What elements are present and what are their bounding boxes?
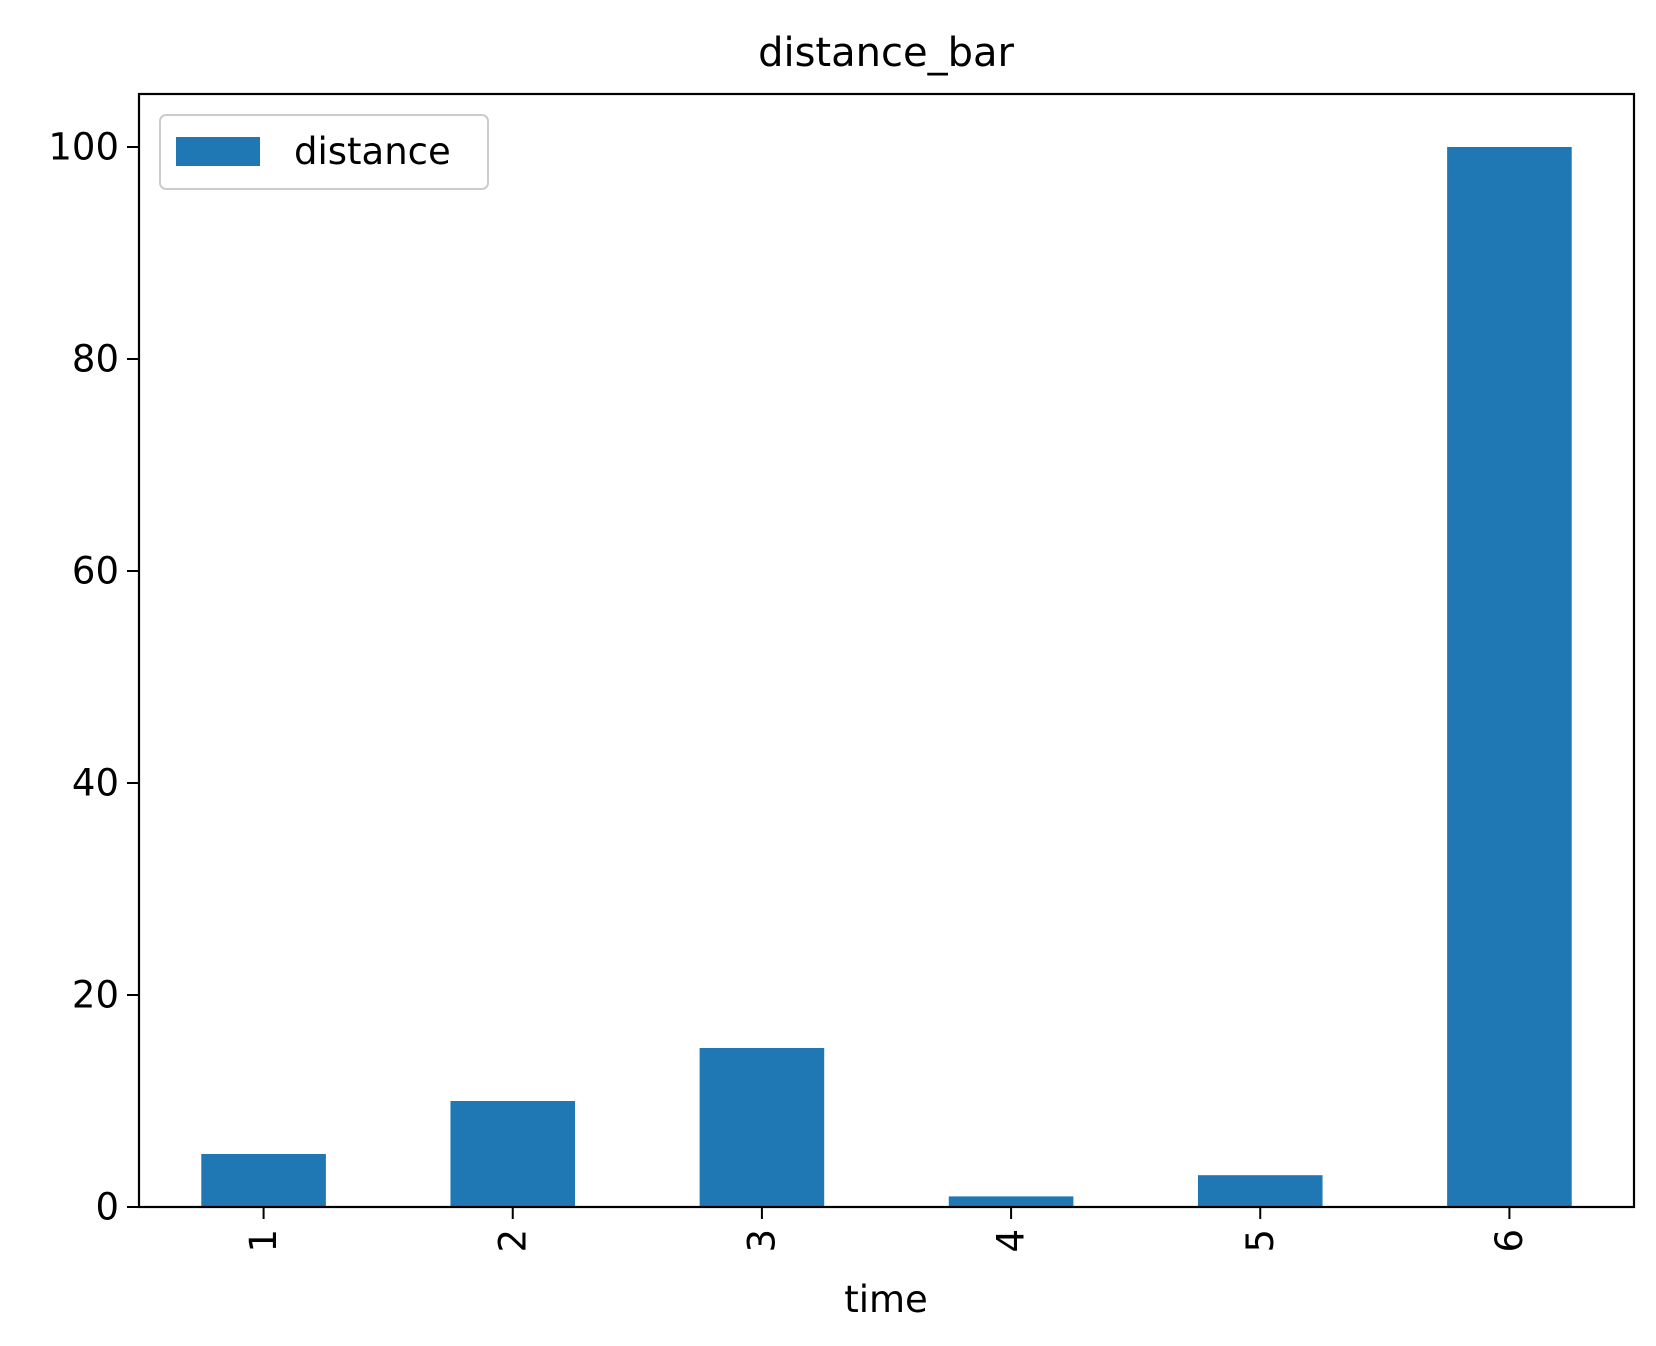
bar-4 [948,1196,1074,1207]
legend-label: distance [294,130,451,173]
legend-box [159,114,489,190]
legend: distance [159,114,489,190]
legend-swatch [176,137,260,166]
bar-2 [450,1101,576,1207]
x-tick-label-6: 6 [1488,1229,1531,1253]
plot-frame [137,92,1636,1209]
x-tick-label-3: 3 [740,1229,783,1253]
x-axis-label: time [844,1278,928,1321]
y-tick-label-80: 80 [72,338,119,381]
y-tick-label-40: 40 [72,762,119,805]
bar-1 [201,1154,326,1207]
bar-3 [699,1048,825,1207]
bars-group [201,147,1572,1207]
y-tick-label-60: 60 [72,550,119,593]
x-tick-label-5: 5 [1239,1229,1282,1253]
y-tick-label-0: 0 [95,1186,119,1229]
bar-6 [1447,147,1572,1207]
y-tick-label-20: 20 [72,974,119,1017]
y-axis: 0 20 40 60 80 100 [48,126,139,1229]
x-tick-label-4: 4 [990,1229,1033,1253]
x-axis: 1 2 3 4 5 6 [242,1207,1531,1253]
x-tick-label-1: 1 [242,1229,285,1253]
y-tick-label-100: 100 [48,126,119,169]
x-tick-label-2: 2 [491,1229,534,1253]
bar-5 [1197,1175,1323,1207]
chart-title: distance_bar [758,30,1014,76]
